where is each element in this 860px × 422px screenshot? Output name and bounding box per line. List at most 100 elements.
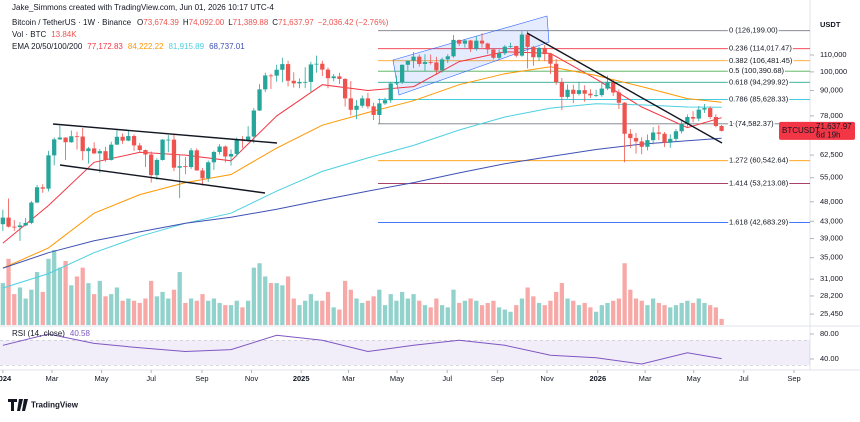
ohlc-key: H: [183, 18, 189, 27]
fib-label: 0.618 (94,299.92): [729, 77, 789, 86]
candle-body: [40, 187, 45, 189]
candle-body: [166, 139, 171, 141]
volume-bar: [314, 300, 319, 325]
candle-body: [531, 46, 536, 58]
ema-line: [2, 66, 722, 269]
volume-bar: [251, 267, 256, 325]
candle-body: [0, 217, 5, 225]
candle-body: [274, 69, 279, 76]
volume-bar: [377, 289, 382, 325]
volume-bar: [240, 307, 245, 325]
candle-body: [485, 43, 490, 50]
volume-bar: [46, 258, 51, 325]
volume-bar: [650, 298, 656, 325]
volume-bar: [223, 305, 228, 325]
y-tick-label: 90,000: [820, 86, 843, 95]
symbol: Bitcoin / TetherUS · 1W · Binance: [12, 18, 132, 27]
volume-bar: [303, 300, 308, 325]
volume-bar: [109, 294, 114, 325]
volume-bar: [149, 280, 154, 325]
volume-bar: [257, 263, 262, 325]
x-tick-label: Mar: [639, 374, 652, 383]
candle-body: [206, 162, 211, 179]
fib-label: 0.236 (114,017.47): [729, 44, 792, 53]
volume-bar: [74, 276, 80, 325]
candle-body: [291, 80, 296, 84]
rsi-label: RSI (14, close): [12, 329, 65, 338]
volume-legend: Vol · BTC 13.84K: [12, 30, 77, 39]
volume-bar: [479, 305, 485, 325]
volume-bar: [166, 298, 171, 325]
candle-body: [508, 46, 513, 47]
volume-bar: [656, 302, 661, 325]
candle-body: [422, 62, 428, 64]
change: −2,036.42 (−2.76%): [318, 18, 389, 27]
candle-body: [34, 187, 40, 203]
candle-body: [194, 150, 199, 171]
candle-body: [439, 59, 445, 71]
volume-bar: [668, 307, 673, 325]
volume-bar: [685, 300, 690, 325]
candle-body: [468, 40, 473, 49]
candle-body: [342, 78, 348, 99]
volume-bar: [708, 305, 713, 325]
candle-body: [445, 56, 450, 60]
volume-bar: [639, 300, 644, 325]
volume-bar: [462, 300, 468, 325]
volume-bar: [200, 294, 205, 325]
candle-body: [183, 166, 188, 168]
ema-label: EMA 20/50/100/200: [12, 42, 83, 51]
y-tick-label: 110,000: [820, 50, 847, 59]
candle-body: [457, 39, 462, 44]
volume-bar: [382, 305, 388, 325]
candle-body: [80, 136, 85, 152]
ema-value: 77,172.83: [87, 42, 123, 51]
volume-bar: [428, 307, 433, 325]
volume-bar: [582, 302, 587, 325]
ema-line: [2, 103, 722, 289]
volume-bar: [325, 291, 331, 325]
volume-bar: [365, 300, 371, 325]
fib-label: 0 (126,199.00): [729, 26, 778, 35]
candle-body: [57, 137, 63, 140]
candle-body: [571, 89, 576, 94]
ema-legend: EMA 20/50/100/200 77,172.83 84,222.22 81,91…: [12, 42, 245, 51]
volume-bar: [536, 302, 542, 325]
volume-bar: [348, 289, 353, 325]
y-tick-label: 25,450: [820, 309, 843, 318]
volume-bar: [337, 309, 342, 325]
volume-bar: [445, 307, 450, 325]
ema-value: 84,222.22: [128, 42, 164, 51]
volume-bar: [439, 305, 445, 325]
candle-body: [126, 136, 131, 141]
volume-bar: [719, 318, 724, 325]
rsi-legend: RSI (14, close) 40.58: [12, 329, 90, 338]
candle-body: [411, 56, 416, 61]
candle-body: [628, 133, 633, 139]
volume-bar: [23, 298, 28, 325]
candle-body: [12, 226, 17, 228]
ema-value: 81,915.89: [168, 42, 204, 51]
symbol-legend: Bitcoin / TetherUS · 1W · Binance O73,674…: [12, 18, 389, 27]
candle-body: [479, 40, 485, 44]
volume-bar: [80, 267, 85, 325]
candle-body: [285, 64, 291, 81]
candle-body: [662, 133, 667, 143]
volume-bar: [411, 294, 416, 325]
candle-body: [451, 39, 456, 57]
volume-bar: [679, 302, 684, 325]
volume-bar: [86, 283, 91, 325]
candle-body: [559, 82, 565, 97]
volume-bar: [702, 302, 707, 325]
volume-bar: [673, 305, 679, 325]
candle-body: [382, 100, 388, 104]
fib-label: 0.5 (100,390.68): [729, 66, 785, 75]
candle-body: [263, 75, 268, 90]
candle-body: [149, 154, 154, 176]
volume-bar: [274, 283, 279, 325]
candle-body: [388, 83, 393, 101]
candle-body: [576, 90, 582, 94]
volume-bar: [468, 298, 473, 325]
candle-body: [234, 139, 239, 154]
volume-bar: [268, 283, 274, 325]
